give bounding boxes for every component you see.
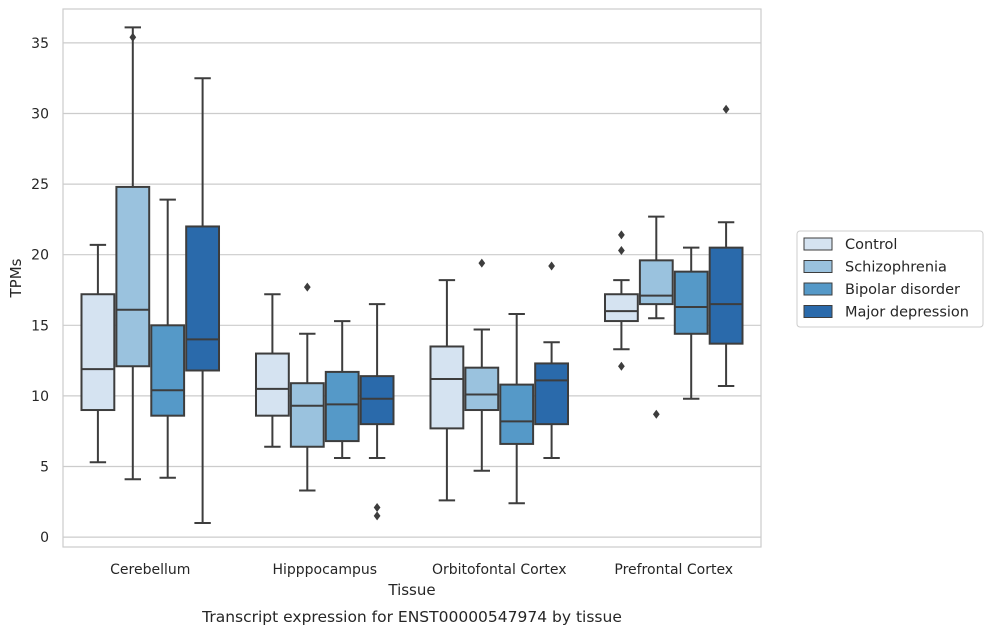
box-iqr bbox=[638, 259, 674, 306]
outlier-point bbox=[303, 282, 311, 292]
box-3-0 bbox=[603, 230, 639, 371]
outlier-point bbox=[373, 502, 381, 512]
x-axis-title: Tissue bbox=[387, 581, 435, 599]
x-tick-label: Prefrontal Cortex bbox=[614, 562, 733, 578]
box-0-3 bbox=[185, 77, 221, 524]
legend-label: Bipolar disorder bbox=[845, 282, 960, 298]
chart-caption: Transcript expression for ENST0000054797… bbox=[201, 608, 622, 626]
x-tick-label: Orbitofontal Cortex bbox=[432, 562, 567, 578]
box-iqr bbox=[708, 246, 744, 345]
box-1-1 bbox=[289, 282, 325, 492]
outlier-point bbox=[618, 361, 625, 371]
y-tick-label: 15 bbox=[31, 318, 49, 334]
box-2-2 bbox=[499, 313, 535, 505]
box-iqr bbox=[150, 324, 186, 417]
box-3-2 bbox=[673, 246, 709, 400]
outlier-point bbox=[129, 32, 137, 42]
legend-frame bbox=[796, 230, 984, 328]
box-3-3 bbox=[708, 104, 744, 388]
y-tick-label: 35 bbox=[31, 36, 49, 52]
legend: Control Schizophrenia Bipolar disorder Majo… bbox=[796, 230, 984, 328]
box-iqr bbox=[464, 366, 500, 412]
box-0-0 bbox=[80, 243, 116, 464]
box-iqr bbox=[289, 382, 325, 448]
outlier-point bbox=[618, 230, 625, 240]
outlier-point bbox=[652, 409, 660, 419]
y-tick-label: 0 bbox=[40, 530, 49, 546]
y-tick-label: 25 bbox=[31, 177, 49, 193]
x-axis-ticks: Cerebellum Hipppocampus Orbitofontal Corte… bbox=[110, 562, 733, 578]
x-tick-label: Hipppocampus bbox=[272, 562, 377, 578]
box-2-3 bbox=[534, 261, 570, 460]
box-iqr bbox=[254, 352, 290, 417]
box-groups bbox=[80, 26, 744, 524]
box-3-1 bbox=[638, 215, 674, 419]
outlier-point bbox=[478, 258, 486, 268]
gridlines bbox=[63, 42, 761, 538]
outlier-point bbox=[722, 104, 730, 114]
legend-swatch bbox=[803, 282, 833, 296]
y-tick-label: 20 bbox=[31, 248, 49, 264]
box-iqr bbox=[534, 362, 570, 426]
box-iqr bbox=[324, 370, 360, 443]
legend-label: Control bbox=[845, 237, 897, 253]
box-iqr bbox=[603, 293, 639, 323]
legend-label: Major depression bbox=[845, 305, 969, 321]
box-0-1 bbox=[115, 26, 151, 481]
legend-swatch bbox=[803, 260, 833, 273]
legend-swatch bbox=[803, 305, 833, 318]
box-1-0 bbox=[254, 293, 290, 448]
box-iqr bbox=[185, 225, 221, 372]
box-iqr bbox=[429, 345, 465, 430]
y-axis-title: TPMs bbox=[7, 258, 25, 298]
box-iqr bbox=[115, 185, 151, 368]
box-0-2 bbox=[150, 198, 186, 479]
outlier-point bbox=[373, 511, 381, 521]
y-axis-ticks: 0 5 10 15 20 25 30 35 bbox=[31, 36, 49, 546]
y-tick-label: 5 bbox=[40, 460, 49, 476]
box-2-1 bbox=[464, 258, 500, 472]
box-1-3 bbox=[359, 303, 395, 521]
box-iqr bbox=[673, 270, 709, 335]
y-tick-label: 10 bbox=[31, 389, 49, 405]
box-1-2 bbox=[324, 320, 360, 460]
box-iqr bbox=[499, 383, 535, 445]
box-iqr bbox=[359, 375, 395, 426]
outlier-point bbox=[548, 261, 555, 271]
x-tick-label: Cerebellum bbox=[110, 562, 190, 578]
box-2-0 bbox=[429, 279, 465, 502]
box-iqr bbox=[80, 293, 116, 412]
outlier-point bbox=[618, 245, 625, 255]
legend-swatch bbox=[803, 237, 833, 251]
y-tick-label: 30 bbox=[31, 106, 49, 122]
legend-label: Schizophrenia bbox=[845, 260, 947, 276]
